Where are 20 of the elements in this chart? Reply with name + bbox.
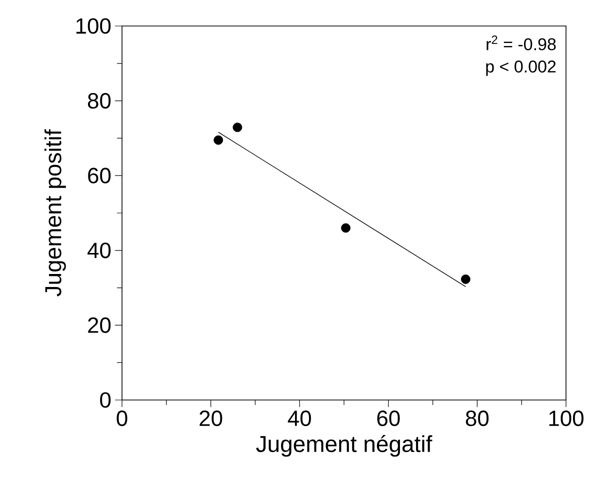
y-tick-label: 80 [88,93,111,109]
x-tick-label: 100 [549,410,584,426]
y-tick-label: 20 [88,317,111,333]
y-tick-label: 100 [76,18,111,34]
x-axis-title: Jugement négatif [256,434,432,457]
y-tick-label: 40 [88,242,111,258]
point [214,135,224,145]
y-tick-label: 0 [100,392,111,408]
point [232,122,242,132]
point [341,223,350,233]
y-tick-label: 60 [88,168,111,184]
point [460,274,470,284]
x-tick-label: 80 [466,410,489,426]
x-tick-label: 40 [288,410,311,426]
x-tick-label: 0 [116,410,128,426]
x-tick-label: 20 [200,410,222,426]
annotation: r$^{2}$ = -0.98 [486,36,556,50]
annotation: p < 0.002 [486,60,556,76]
x-tick-label: 60 [377,410,400,426]
y-axis-title: Jugement positif [44,129,66,296]
